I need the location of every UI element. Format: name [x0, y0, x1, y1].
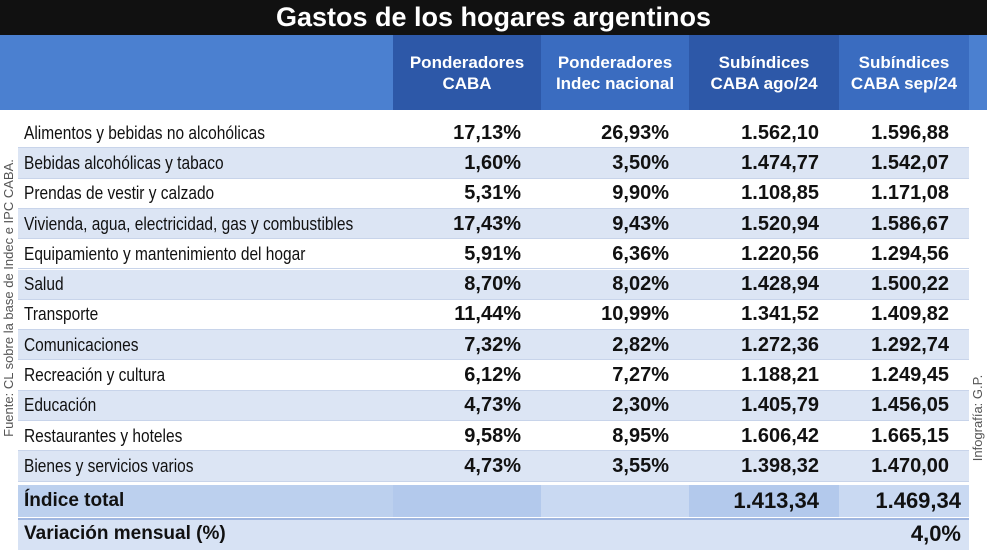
cell-value: 8,02% — [612, 273, 669, 296]
cell-value: 9,58% — [464, 424, 521, 447]
cell-value: 1.606,42 — [741, 424, 819, 447]
cell-value: 1.562,10 — [741, 121, 819, 144]
cell-value: 1.249,45 — [871, 364, 949, 387]
cell-value: 7,27% — [612, 364, 669, 387]
cell-value: 1.220,56 — [741, 242, 819, 265]
column-header: Subíndices CABA ago/24 — [689, 35, 839, 110]
credit-note: Infografía: G.P. — [969, 374, 985, 462]
cell-value: 9,43% — [612, 212, 669, 235]
cell-value: 5,91% — [464, 242, 521, 265]
total-cell — [689, 485, 839, 517]
row-label: Educación — [24, 395, 97, 416]
cell-value: 9,90% — [612, 182, 669, 205]
table-row — [18, 451, 969, 482]
row-label: Equipamiento y mantenimiento del hogar — [24, 243, 306, 264]
cell-value: 10,99% — [601, 303, 669, 326]
cell-value: 2,30% — [612, 394, 669, 417]
total-ago: 1.413,34 — [733, 488, 819, 513]
row-label: Vivienda, agua, electricidad, gas y comb… — [24, 213, 354, 234]
table-row — [18, 330, 969, 361]
cell-value: 8,95% — [612, 424, 669, 447]
row-label: Restaurantes y hoteles — [24, 425, 183, 446]
header-line: Subíndices — [718, 52, 810, 72]
cell-value: 3,55% — [612, 454, 669, 477]
total-label: Índice total — [24, 490, 125, 511]
total-sep: 1.469,34 — [875, 488, 961, 513]
total-cell — [393, 485, 541, 517]
cell-value: 26,93% — [601, 121, 669, 144]
cell-value: 1.409,82 — [871, 303, 949, 326]
table-row — [18, 360, 969, 391]
cell-value: 1.586,67 — [871, 212, 949, 235]
header-line: CABA ago/24 — [710, 73, 818, 93]
cell-value: 7,32% — [464, 333, 521, 356]
cell-value: 3,50% — [612, 151, 669, 174]
cell-value: 1,60% — [464, 151, 521, 174]
header-line: Indec nacional — [555, 73, 675, 93]
cell-value: 6,12% — [464, 364, 521, 387]
title-bar — [0, 0, 987, 35]
row-label: Recreación y cultura — [24, 365, 166, 386]
cell-value: 1.341,52 — [741, 303, 819, 326]
header-line: Ponderadores — [409, 52, 525, 72]
cell-value: 1.596,88 — [871, 121, 949, 144]
row-label: Bebidas alcohólicas y tabaco — [24, 152, 224, 173]
table-row — [18, 421, 969, 452]
cell-value: 6,36% — [612, 242, 669, 265]
row-label: Salud — [24, 274, 64, 295]
cell-value: 2,82% — [612, 333, 669, 356]
cell-value: 1.171,08 — [871, 182, 949, 205]
cell-value: 4,73% — [464, 454, 521, 477]
total-cell — [839, 485, 969, 517]
column-header: Subíndices CABA sep/24 — [839, 35, 969, 110]
cell-value: 11,44% — [454, 303, 521, 326]
cell-value: 1.405,79 — [741, 394, 819, 417]
cell-value: 1.520,94 — [741, 212, 819, 235]
row-label: Transporte — [24, 304, 99, 325]
row-label: Alimentos y bebidas no alcohólicas — [24, 122, 265, 143]
variation-row — [18, 518, 969, 550]
title: Gastos de los hogares argentinos — [275, 2, 712, 32]
cell-value: 1.542,07 — [871, 151, 949, 174]
table-row — [18, 208, 969, 240]
cell-value: 1.108,85 — [741, 182, 819, 205]
cell-value: 5,31% — [464, 182, 521, 205]
table-row — [18, 390, 969, 421]
cell-value: 1.456,05 — [871, 394, 949, 417]
cell-value: 1.398,32 — [741, 454, 819, 477]
cell-value: 1.474,77 — [741, 151, 819, 174]
row-label: Prendas de vestir y calzado — [24, 183, 215, 204]
cell-value: 1.428,94 — [741, 273, 819, 296]
table-row — [18, 118, 969, 149]
table-row — [18, 269, 969, 300]
header-line: CABA — [442, 73, 492, 93]
variation-value: 4,0% — [910, 521, 961, 546]
header-line: Ponderadores — [557, 52, 673, 72]
cell-value: 17,43% — [453, 212, 521, 235]
table-row — [18, 299, 969, 331]
cell-value: 1.188,21 — [741, 364, 819, 387]
cell-value: 1.500,22 — [871, 273, 949, 296]
table-row — [18, 148, 969, 179]
cell-value: 8,70% — [464, 273, 521, 296]
column-header: Ponderadores CABA — [393, 35, 541, 110]
header-line: Subíndices — [858, 52, 950, 72]
row-label: Comunicaciones — [24, 334, 139, 355]
source-note: Fuente: CL sobre la base de Indec e IPC … — [0, 159, 16, 437]
cell-value: 1.294,56 — [871, 242, 949, 265]
cell-value: 1.665,15 — [871, 424, 949, 447]
cell-value: 1.470,00 — [871, 454, 949, 477]
table-row — [18, 178, 969, 209]
cell-value: 1.272,36 — [741, 333, 819, 356]
total-cell — [541, 485, 689, 517]
header-line: CABA sep/24 — [850, 73, 958, 93]
cell-value: 4,73% — [464, 394, 521, 417]
cell-value: 17,13% — [453, 121, 521, 144]
variation-label: Variación mensual (%) — [24, 523, 226, 544]
cell-value: 1.292,74 — [871, 333, 949, 356]
row-label: Bienes y servicios varios — [24, 455, 194, 476]
table-row — [18, 239, 969, 270]
column-header: Ponderadores Indec nacional — [541, 35, 689, 110]
